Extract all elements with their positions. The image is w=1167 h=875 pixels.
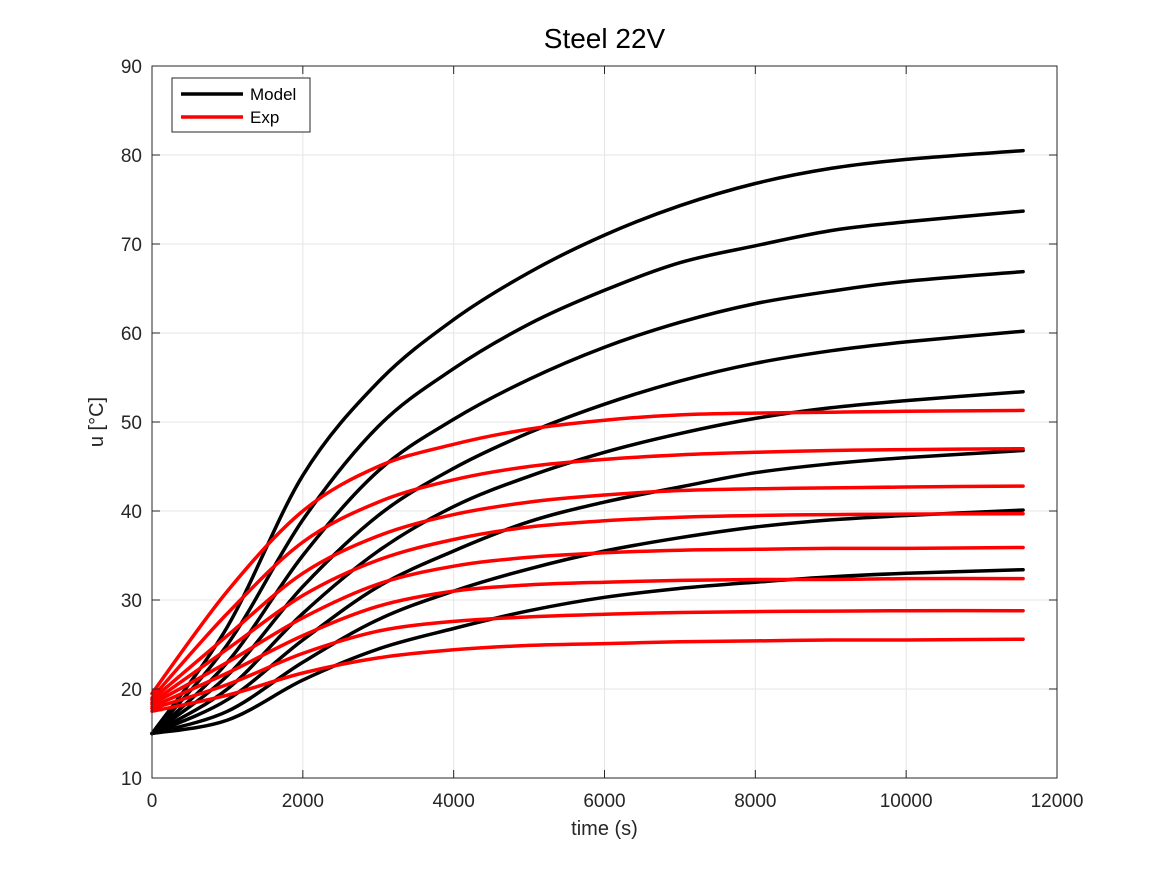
x-tick-label: 10000 — [880, 791, 933, 812]
series-line-exp — [150, 408, 1025, 696]
series-line-model — [150, 508, 1025, 736]
series-line-model — [150, 448, 1025, 736]
series-line-exp — [150, 637, 1025, 714]
x-tick-label: 4000 — [433, 791, 475, 812]
x-tick-label: 2000 — [282, 791, 324, 812]
y-tick-label: 80 — [121, 146, 142, 167]
axis-ticks: 0 2000 4000 6000 8000 10000 12000 10 20 30 40 50 60 7… — [121, 57, 1084, 812]
y-axis-title: u [°C] — [86, 397, 108, 447]
y-tick-label: 50 — [121, 413, 142, 434]
series-line-model — [150, 269, 1025, 736]
y-tick-label: 10 — [121, 769, 142, 790]
x-axis-title: time (s) — [571, 818, 638, 840]
exp-initial-cluster — [152, 693, 163, 712]
series-line-exp — [150, 484, 1025, 702]
series-line-model — [150, 329, 1025, 736]
x-tick-label: 12000 — [1031, 791, 1084, 812]
series-line-exp — [150, 545, 1025, 706]
series-line-exp — [150, 576, 1025, 709]
x-tick-label: 8000 — [734, 791, 776, 812]
grid-lines — [152, 66, 1057, 778]
legend-box — [171, 77, 311, 133]
series-line-exp — [150, 608, 1025, 711]
chart-title: Steel 22V — [544, 23, 666, 54]
plot-series — [150, 148, 1025, 736]
y-tick-label: 20 — [121, 680, 142, 701]
y-tick-label: 90 — [121, 57, 142, 78]
legend-label-exp: Exp — [250, 108, 279, 127]
legend-label-model: Model — [250, 85, 296, 104]
y-tick-label: 30 — [121, 591, 142, 612]
series-line-model — [150, 567, 1025, 736]
series-line-model — [150, 389, 1025, 736]
series-line-exp — [150, 446, 1025, 700]
y-tick-label: 60 — [121, 324, 142, 345]
x-tick-label: 6000 — [583, 791, 625, 812]
legend: Model Exp — [171, 77, 311, 133]
x-tick-label: 0 — [147, 791, 158, 812]
y-tick-label: 70 — [121, 235, 142, 256]
y-tick-label: 40 — [121, 502, 142, 523]
series-line-exp — [150, 511, 1025, 705]
